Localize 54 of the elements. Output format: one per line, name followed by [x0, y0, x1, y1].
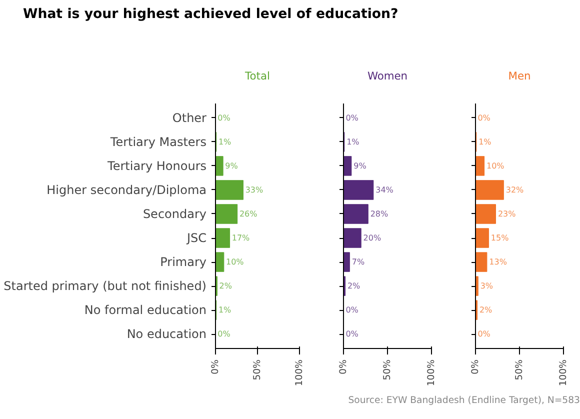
y-tick-label: Tertiary Honours: [106, 158, 206, 173]
data-label: 13%: [489, 258, 508, 267]
data-label: 1%: [218, 306, 232, 315]
chart-subtitle: Total: [244, 70, 270, 82]
data-label: 10%: [226, 258, 244, 267]
data-label: 0%: [218, 113, 231, 122]
y-tick-label: No education: [126, 327, 207, 342]
data-label: 1%: [218, 137, 232, 146]
y-tick-label: Higher secondary/Diploma: [46, 182, 207, 197]
y-tick-label: Started primary (but not finished): [4, 279, 207, 294]
y-tick-label: No formal education: [84, 303, 206, 318]
data-label: 20%: [363, 234, 382, 243]
y-tick-label: Secondary: [142, 206, 207, 221]
data-label: 0%: [478, 330, 491, 339]
data-label: 34%: [376, 185, 394, 194]
x-tick-label: 50%: [382, 359, 393, 380]
y-tick-label: JSC: [186, 231, 207, 246]
x-tick-label: 100%: [558, 359, 569, 386]
x-tick-label: 0%: [338, 359, 349, 374]
y-tick-label: Tertiary Masters: [109, 134, 207, 149]
x-tick-label: 0%: [470, 359, 481, 374]
x-tick-label: 0%: [210, 359, 221, 374]
data-label: 9%: [354, 161, 367, 170]
data-label: 17%: [232, 234, 250, 243]
data-label: 1%: [346, 137, 360, 146]
data-label: 1%: [478, 137, 492, 146]
data-label: 9%: [225, 161, 238, 170]
x-tick-label: 50%: [252, 359, 263, 380]
data-label: 2%: [347, 282, 361, 291]
data-label: 33%: [245, 185, 264, 194]
data-label: 0%: [218, 330, 231, 339]
data-label: 32%: [506, 185, 524, 194]
chart-subtitle: Women: [367, 70, 408, 82]
data-label: 2%: [479, 306, 493, 315]
x-tick-label: 100%: [294, 359, 305, 386]
y-tick-label: Other: [172, 110, 207, 125]
data-label: 7%: [352, 258, 365, 267]
chart-title: What is your highest achieved level of education?: [23, 6, 398, 24]
data-label: 0%: [478, 113, 491, 122]
x-tick-label: 50%: [514, 359, 525, 380]
data-label: 10%: [486, 161, 505, 170]
data-label: 23%: [498, 209, 516, 218]
y-tick-label: Primary: [160, 255, 207, 270]
data-label: 28%: [370, 209, 389, 218]
data-label: 0%: [346, 113, 359, 122]
chart-subtitle: Men: [508, 70, 531, 82]
data-label: 2%: [219, 282, 232, 291]
x-tick-label: 100%: [426, 359, 437, 386]
data-label: 15%: [490, 234, 510, 243]
data-label: 0%: [346, 330, 359, 339]
source-note: Source: EYW Bangladesh (Endline Target), N=583: [348, 394, 580, 408]
data-label: 26%: [239, 209, 258, 218]
data-label: 3%: [480, 282, 494, 291]
data-label: 0%: [346, 306, 359, 315]
